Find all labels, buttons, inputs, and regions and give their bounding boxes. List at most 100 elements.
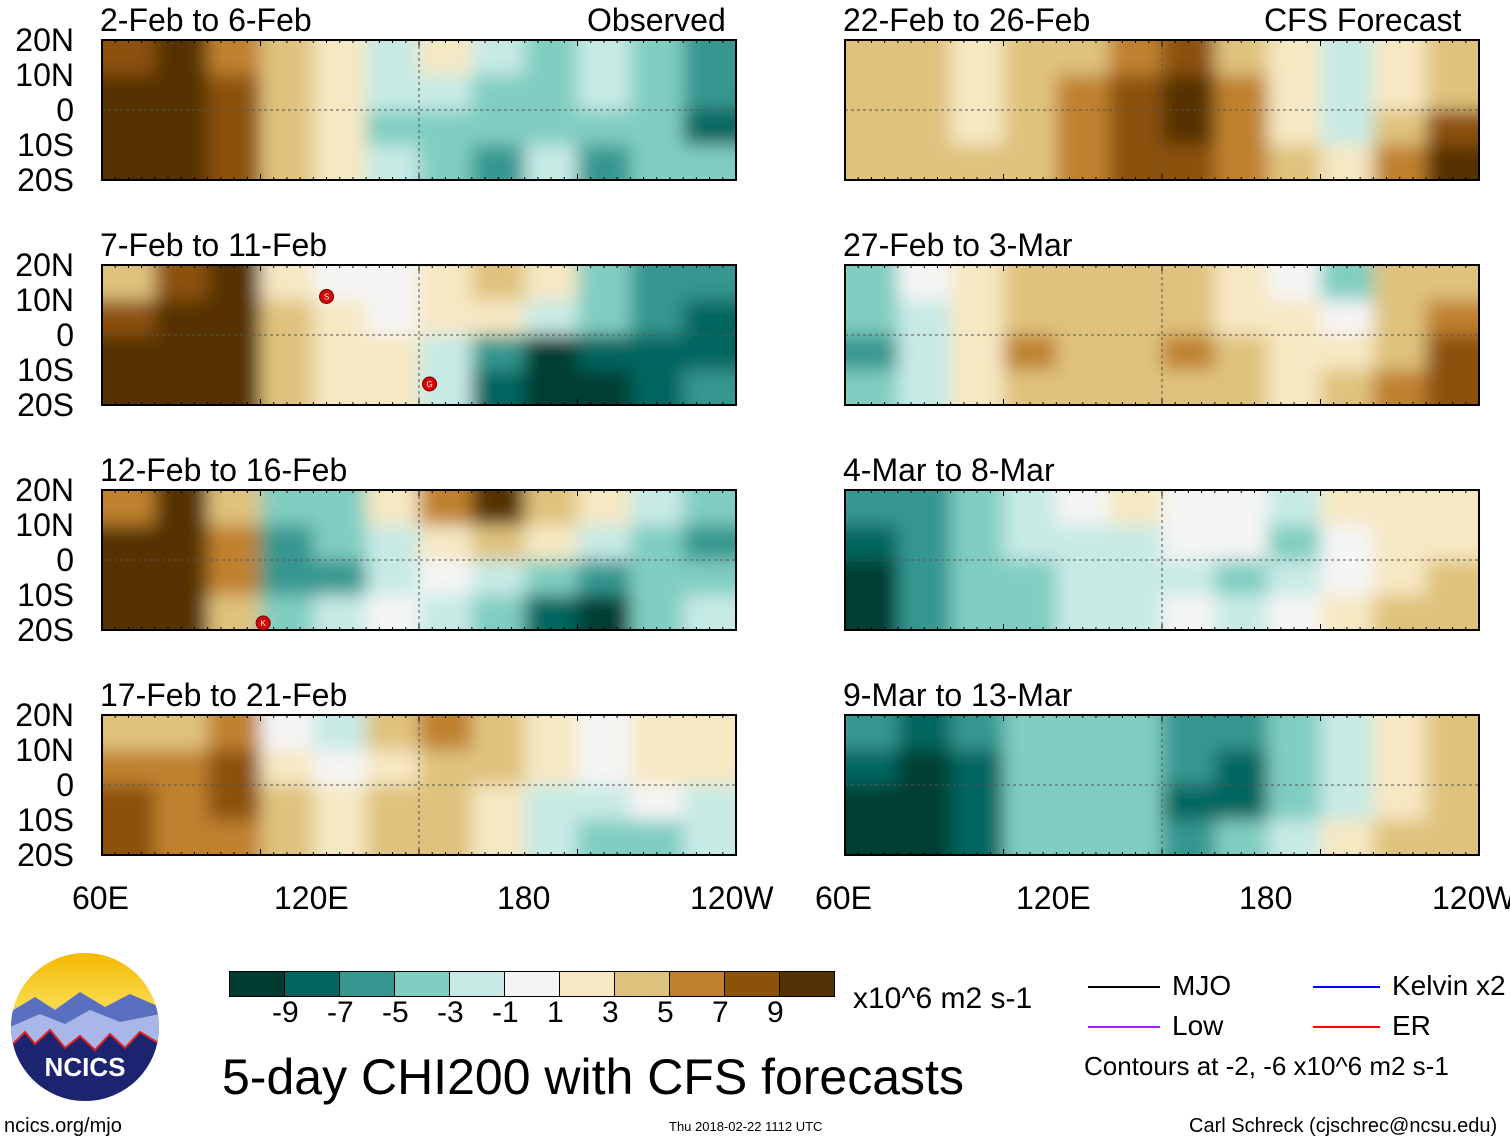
field-cell <box>630 560 685 596</box>
field-cell <box>897 370 952 405</box>
field-cell <box>154 145 209 180</box>
field-cell <box>630 265 685 301</box>
field-cell <box>630 145 685 180</box>
field-cell <box>102 595 156 630</box>
field-cell <box>471 490 526 526</box>
field-cell <box>1373 560 1428 596</box>
field-cell <box>683 595 736 630</box>
field-cell <box>1426 595 1479 630</box>
field-cell <box>845 75 899 111</box>
field-cell <box>1214 300 1269 336</box>
field-cell <box>1056 595 1111 630</box>
lat-label: 10S <box>17 577 74 613</box>
field-cell <box>419 110 473 146</box>
field-cell <box>102 40 156 76</box>
field-cell <box>102 490 156 526</box>
field-cell <box>577 820 632 855</box>
field-cell <box>313 110 368 146</box>
field-cell <box>845 750 899 786</box>
field-cell <box>1162 525 1216 561</box>
field-cell <box>897 785 952 821</box>
footer-url[interactable]: ncics.org/mjo <box>4 1115 122 1137</box>
field-cell <box>1426 75 1479 111</box>
field-cell <box>207 300 262 336</box>
field-cell <box>630 370 685 405</box>
field-cell <box>950 525 1005 561</box>
field-cell <box>260 40 315 76</box>
field-cell <box>1056 715 1111 751</box>
legend-line-er <box>1313 1026 1380 1028</box>
lat-label: 10S <box>17 802 74 838</box>
field-cell <box>1320 335 1375 371</box>
map-panel <box>844 714 1480 856</box>
legend-label-low: Low <box>1172 1010 1224 1041</box>
field-cell <box>419 785 473 821</box>
field-cell <box>1109 490 1163 526</box>
field-cell <box>1426 40 1479 76</box>
field-cell <box>419 560 473 596</box>
field-cell <box>1426 785 1479 821</box>
field-cell <box>207 145 262 180</box>
field-cell <box>313 75 368 111</box>
field-cell <box>1109 370 1163 405</box>
field-cell <box>577 750 632 786</box>
lat-label: 20N <box>15 697 74 733</box>
field-cell <box>1426 265 1479 301</box>
field-cell <box>1162 715 1216 751</box>
field-cell <box>260 370 315 405</box>
lat-label: 10S <box>17 127 74 163</box>
field-cell <box>524 820 579 855</box>
field-cell <box>524 785 579 821</box>
field-cell <box>471 75 526 111</box>
field-cell <box>1109 820 1163 855</box>
field-cell <box>154 595 209 630</box>
panel-title: 4-Mar to 8-Mar <box>843 452 1055 488</box>
field-cell <box>471 145 526 180</box>
lat-label: 10N <box>15 282 74 318</box>
colorbar-tick-label: 9 <box>767 996 784 1029</box>
field-cell <box>1320 820 1375 855</box>
field-cell <box>313 490 368 526</box>
field-cell <box>1109 715 1163 751</box>
field-cell <box>630 300 685 336</box>
field-cell <box>102 370 156 405</box>
field-cell <box>1320 265 1375 301</box>
field-cell <box>366 595 420 630</box>
lat-label: 0 <box>56 317 74 353</box>
field-cell <box>845 785 899 821</box>
field-cell <box>1003 370 1058 405</box>
field-cell <box>1320 785 1375 821</box>
field-cell <box>1056 335 1111 371</box>
field-cell <box>1214 145 1269 180</box>
field-cell <box>1162 335 1216 371</box>
field-cell <box>1162 40 1216 76</box>
field-cell <box>207 595 262 630</box>
field-cell <box>154 490 209 526</box>
field-cell <box>1267 560 1322 596</box>
field-cell <box>845 265 899 301</box>
field-cell <box>1267 40 1322 76</box>
field-cell <box>154 560 209 596</box>
colorbar-swatch <box>559 971 615 997</box>
field-cell <box>1426 145 1479 180</box>
field-cell <box>366 560 420 596</box>
lat-label: 20S <box>17 387 74 423</box>
field-cell <box>577 715 632 751</box>
storm-marker: G <box>422 376 438 392</box>
field-cell <box>1320 110 1375 146</box>
field-cell <box>1056 750 1111 786</box>
field-cell <box>1320 750 1375 786</box>
field-cell <box>207 335 262 371</box>
field-cell <box>1214 490 1269 526</box>
colorbar-tick-label: -3 <box>437 996 464 1029</box>
field-cell <box>260 525 315 561</box>
field-cell <box>950 715 1005 751</box>
field-cell <box>102 335 156 371</box>
field-cell <box>1320 560 1375 596</box>
field-cell <box>471 595 526 630</box>
field-cell <box>845 525 899 561</box>
field-cell <box>630 715 685 751</box>
field-cell <box>845 820 899 855</box>
field-cell <box>845 300 899 336</box>
field-cell <box>1426 110 1479 146</box>
